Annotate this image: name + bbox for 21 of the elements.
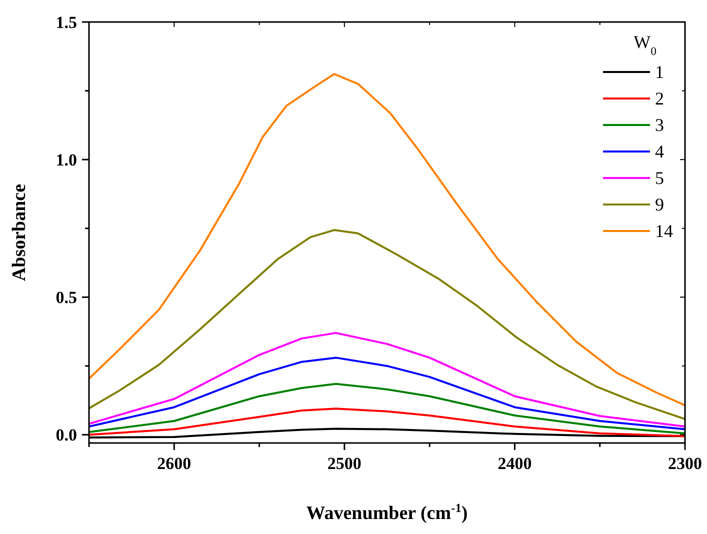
x-tick-label: 2600 bbox=[157, 454, 192, 473]
x-axis-title: Wavenumber (cm$^{-1}$) bbox=[306, 501, 468, 524]
legend-label: 4 bbox=[655, 142, 664, 162]
y-tick-label: 0.5 bbox=[56, 288, 77, 308]
line-series bbox=[89, 356, 685, 430]
legend-title: W$_{0}$ bbox=[634, 32, 657, 58]
y-tick-label: 0.0 bbox=[56, 426, 77, 445]
legend-label: 1 bbox=[655, 62, 664, 82]
y-tick-label: 1.5 bbox=[56, 13, 77, 32]
line-series bbox=[89, 382, 685, 434]
legend-label: 3 bbox=[655, 115, 664, 135]
x-tick-label: 2400 bbox=[498, 454, 532, 473]
legend-label: 14 bbox=[655, 221, 673, 241]
line-series bbox=[89, 332, 685, 428]
legend-label: 2 bbox=[655, 88, 664, 108]
x-tick-label: 2500 bbox=[327, 454, 362, 473]
y-tick-label: 1.0 bbox=[56, 150, 77, 170]
x-tick-label: 2300 bbox=[668, 454, 702, 473]
y-axis-title: Absorbance bbox=[9, 184, 30, 282]
legend-label: 9 bbox=[655, 194, 664, 214]
legend-label: 5 bbox=[655, 168, 664, 188]
